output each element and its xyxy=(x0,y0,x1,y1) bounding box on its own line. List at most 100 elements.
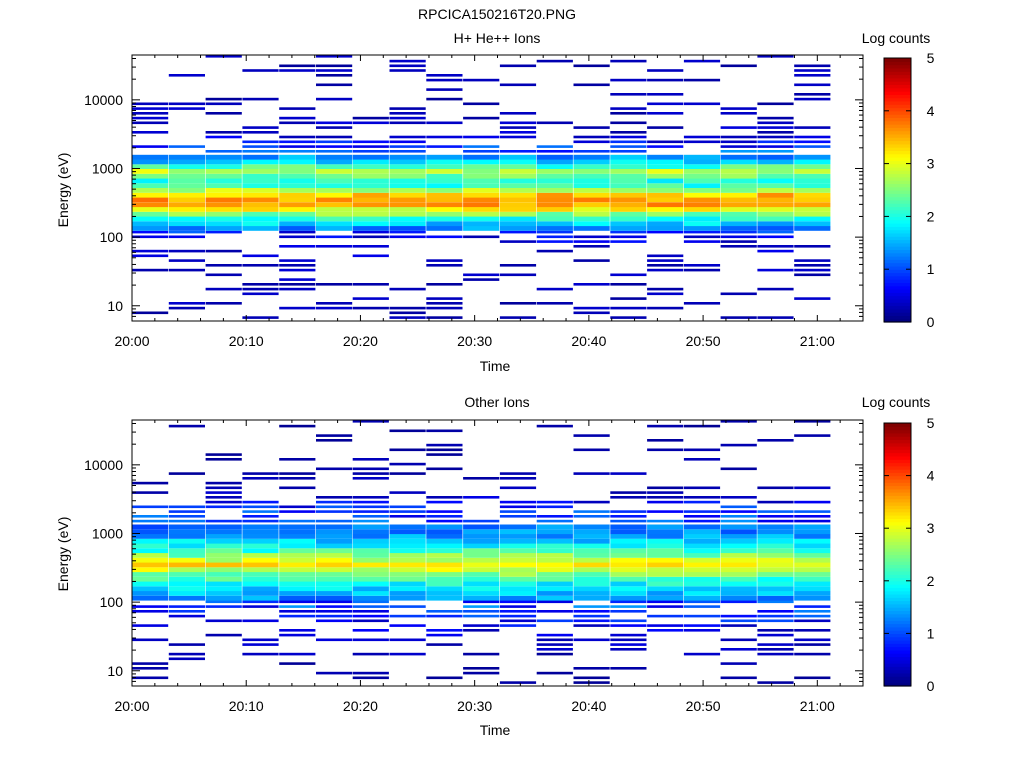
colorbar-segment xyxy=(884,269,911,274)
heatmap-cell xyxy=(794,500,831,504)
colorbar-segment xyxy=(884,465,911,470)
heatmap-cell xyxy=(647,159,684,165)
colorbar-segment xyxy=(884,639,911,644)
heatmap-cell xyxy=(720,211,757,217)
heatmap-cell xyxy=(794,183,831,188)
heatmap-cell xyxy=(352,216,389,222)
heatmap-cell xyxy=(573,192,610,198)
heatmap-cell xyxy=(389,178,426,184)
heatmap-cell xyxy=(720,107,757,110)
heatmap-cell xyxy=(242,538,279,544)
heatmap-cell xyxy=(757,159,794,165)
heatmap-cell xyxy=(499,529,537,535)
heatmap-cell xyxy=(426,154,463,160)
colorbar-segment xyxy=(884,669,911,674)
heatmap-cell xyxy=(647,197,684,203)
heatmap-cell xyxy=(720,150,757,153)
heatmap-cell xyxy=(279,505,316,509)
heatmap-cell xyxy=(168,515,205,518)
heatmap-cell xyxy=(536,150,573,153)
colorbar-segment xyxy=(884,285,911,290)
heatmap-cell xyxy=(757,600,794,604)
heatmap-cell xyxy=(389,311,426,315)
heatmap-cell xyxy=(573,283,610,286)
heatmap-cell xyxy=(794,605,831,608)
heatmap-cell xyxy=(573,135,610,139)
heatmap-cell xyxy=(352,548,389,554)
heatmap-cell xyxy=(352,192,389,198)
heatmap-cell xyxy=(168,524,205,530)
heatmap-cell xyxy=(168,102,205,106)
heatmap-cell xyxy=(352,567,389,573)
heatmap-cell xyxy=(647,529,684,535)
heatmap-cell xyxy=(720,112,757,115)
heatmap-cell xyxy=(720,135,757,139)
heatmap-cell xyxy=(426,97,463,101)
heatmap-cell xyxy=(279,576,316,582)
heatmap-cell xyxy=(536,202,573,208)
heatmap-cell xyxy=(205,581,242,587)
heatmap-cell xyxy=(794,216,831,222)
heatmap-cell xyxy=(316,619,353,623)
heatmap-cell xyxy=(352,169,389,174)
heatmap-cell xyxy=(389,534,426,539)
heatmap-cell xyxy=(536,671,573,675)
heatmap-cell xyxy=(683,567,721,573)
heatmap-cell xyxy=(499,264,537,267)
heatmap-cell xyxy=(757,235,794,239)
heatmap-cell xyxy=(463,116,500,120)
colorbar-segment xyxy=(884,246,911,250)
heatmap-cell xyxy=(132,188,169,193)
heatmap-cell xyxy=(720,230,757,234)
heatmap-cell xyxy=(242,529,279,535)
heatmap-cell xyxy=(389,59,426,63)
heatmap-cell xyxy=(499,273,537,277)
heatmap-cell xyxy=(279,548,316,554)
heatmap-cell xyxy=(757,192,794,198)
heatmap-cell xyxy=(279,572,316,577)
heatmap-cell xyxy=(757,643,794,646)
heatmap-cell xyxy=(205,576,242,582)
heatmap-cell xyxy=(720,164,757,169)
x-tick-label: 20:30 xyxy=(457,333,492,349)
heatmap-cell xyxy=(757,202,794,208)
heatmap-cell xyxy=(536,211,573,217)
heatmap-cell xyxy=(683,557,721,563)
colorbar-segment xyxy=(884,147,911,151)
colorbar-segment xyxy=(884,603,911,608)
colorbar-segment xyxy=(884,682,911,687)
heatmap-cell xyxy=(536,226,573,231)
heatmap-cell xyxy=(794,126,831,129)
heatmap-cell xyxy=(205,221,242,227)
heatmap-cell xyxy=(463,529,500,535)
heatmap-cell xyxy=(720,638,757,642)
heatmap-cell xyxy=(168,173,205,179)
heatmap-cell xyxy=(647,264,684,267)
heatmap-cell xyxy=(316,600,353,604)
heatmap-cell xyxy=(757,140,794,144)
heatmap-cell xyxy=(610,543,647,549)
heatmap-cell xyxy=(757,145,794,148)
colorbar-segment xyxy=(884,100,911,105)
heatmap-cell xyxy=(720,524,757,530)
heatmap-cell xyxy=(352,591,389,596)
heatmap-cell xyxy=(352,505,389,509)
heatmap-cell xyxy=(573,164,610,169)
heatmap-cell xyxy=(610,240,647,243)
heatmap-cell xyxy=(352,629,389,632)
colorbar-segment xyxy=(884,104,911,109)
heatmap-cell xyxy=(463,211,500,217)
heatmap-cell xyxy=(536,216,573,222)
heatmap-cell xyxy=(352,211,389,217)
heatmap-cell xyxy=(463,671,500,675)
colorbar-segment xyxy=(884,643,911,648)
heatmap-cell xyxy=(132,567,169,573)
heatmap-cell xyxy=(683,591,721,596)
heatmap-cell xyxy=(242,202,279,208)
colorbar-segment xyxy=(884,495,911,500)
heatmap-cell xyxy=(610,173,647,179)
heatmap-cell xyxy=(536,576,573,582)
heatmap-cell xyxy=(205,633,242,637)
colorbar-segment xyxy=(884,666,911,671)
heatmap-cell xyxy=(647,595,684,601)
